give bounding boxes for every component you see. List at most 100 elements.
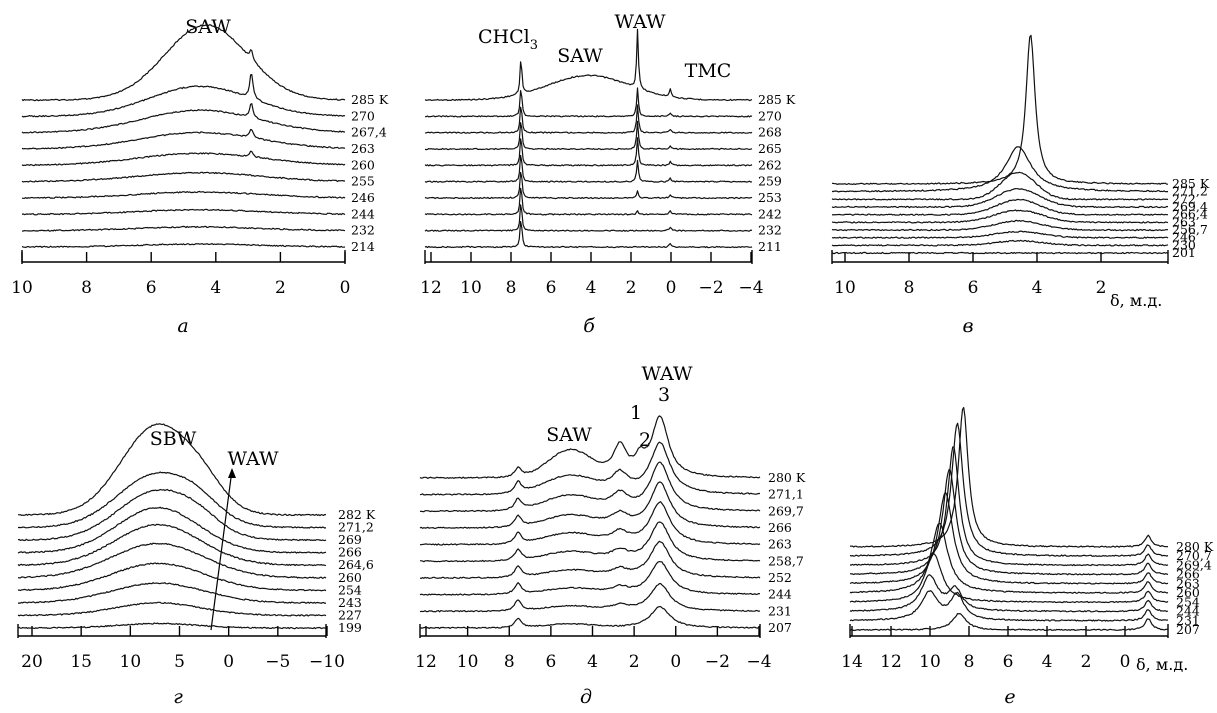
x-tick-label: 4 [587,652,598,672]
spectrum-line [21,243,346,249]
temperature-label: 264,6 [338,557,374,572]
spectrum-line [849,613,1169,631]
temperature-label: 244 [351,206,375,221]
temperature-label: 269,4 [1172,199,1208,214]
annotation-1: 1 [630,402,642,424]
x-tick-label: −2 [698,278,723,298]
x-tick-label: 12 [880,652,902,672]
panel-label: б [583,315,595,337]
spectrum-line [21,171,345,183]
annotation-waw: WAW [227,448,279,470]
temperature-label: 266 [338,545,362,560]
spectrum-line [419,540,761,579]
spectrum-line [17,582,327,604]
spectrum-line [849,590,1169,622]
x-tick-label: 0 [1120,652,1131,672]
spectrum-line [17,488,327,542]
annotation-tmc: TMC [685,60,732,82]
temperature-label: 242 [758,206,782,221]
annotation-saw: SAW [546,424,592,446]
temperature-label: 271,1 [768,487,804,502]
x-tick-label: 10 [11,278,33,298]
panel-label: в [962,315,973,337]
temperature-label: 266,4 [1172,207,1208,222]
spectrum-line [17,506,327,554]
temperature-label: 260 [338,570,362,585]
temperature-label: 199 [338,620,362,635]
spectrum-line [17,601,327,617]
spectrum-line [831,219,1169,232]
x-tick-label: 0 [340,278,351,298]
spectrum-line [831,251,1169,255]
spectrum-line [424,204,753,232]
spectrum-line [849,491,1169,585]
spectrum-line [424,104,753,134]
temperature-label: 256,7 [1172,222,1208,237]
x-tick-label: 2 [1096,278,1107,298]
temperature-label: 263 [1172,214,1196,229]
temperature-label: 244 [768,587,792,602]
spectrum-line [849,446,1169,567]
temperature-label: 258,7 [768,553,804,568]
spectrum-line [424,28,753,102]
panel-a: SAW а [177,16,231,337]
temperature-label: 285 K [758,92,796,107]
temperature-label: 266 [1176,567,1200,582]
x-tick-label: 4 [1042,652,1053,672]
spectrum-line [831,209,1169,224]
x-tick-label: 4 [586,278,597,298]
panel-label: е [1004,686,1015,708]
temperature-label: 271,2 [1172,184,1208,199]
temperature-label: 246 [351,190,375,205]
x-tick-label: 10 [919,652,941,672]
temperature-label: 270,7 [1176,548,1212,563]
x-tick-label: 4 [1032,278,1043,298]
temperature-label: 231 [1176,613,1200,628]
spectrum-line [424,187,753,216]
panel-d: SBW WAW г [150,428,279,708]
spectrum-line [424,87,753,118]
x-tick-label: 8 [81,278,92,298]
spectrum-line [831,34,1168,185]
spectrum-line [831,188,1169,209]
temperature-label: 270 [351,108,375,123]
x-tick-label: 10 [460,278,482,298]
panel-label: а [177,315,188,337]
temperature-label: 214 [351,239,375,254]
x-tick-label: 6 [968,278,979,298]
temperature-label: 285 K [1172,176,1210,191]
temperature-label: 263 [1176,576,1200,591]
temperature-label: 253 [758,190,782,205]
spectrum-line [424,221,753,249]
spectrum-line [849,523,1169,594]
spectrum-line [17,423,327,517]
annotation-3: 3 [658,384,670,406]
temperature-label: 263 [768,537,792,552]
temperature-label: 280 K [768,470,806,485]
temperature-label: 269,7 [768,503,804,518]
spectrum-line [17,622,327,630]
temperature-label: 259 [758,174,782,189]
temperature-label: 230 [1172,237,1196,252]
x-tick-label: 2 [626,278,637,298]
arrow-head-icon [228,468,236,478]
x-tick-label: 5 [174,652,185,672]
spectrum-line [849,574,1169,613]
x-tick-label: −4 [738,278,763,298]
panel-3-plot: 20 15 10 5 0 −5 −10 282 K271,2269266264,6260254… [17,423,376,672]
x-tick-label: 10 [120,652,142,672]
temperature-label: 254 [338,582,362,597]
panel-label: д [580,686,592,708]
spectrum-line [21,74,346,118]
panel-2-plot: 10 8 6 4 2 285 K271,2272269,4266,4263256,7246… [831,34,1210,298]
x-tick-label: 6 [545,652,556,672]
temperature-label: 227 [338,607,362,622]
x-tick-label: 8 [504,652,515,672]
temperature-label: 272 [1172,191,1196,206]
temperature-label: 232 [351,223,375,238]
spectrum-line [419,582,761,613]
temperature-label: 243 [338,595,362,610]
spectrum-line [832,146,1168,193]
